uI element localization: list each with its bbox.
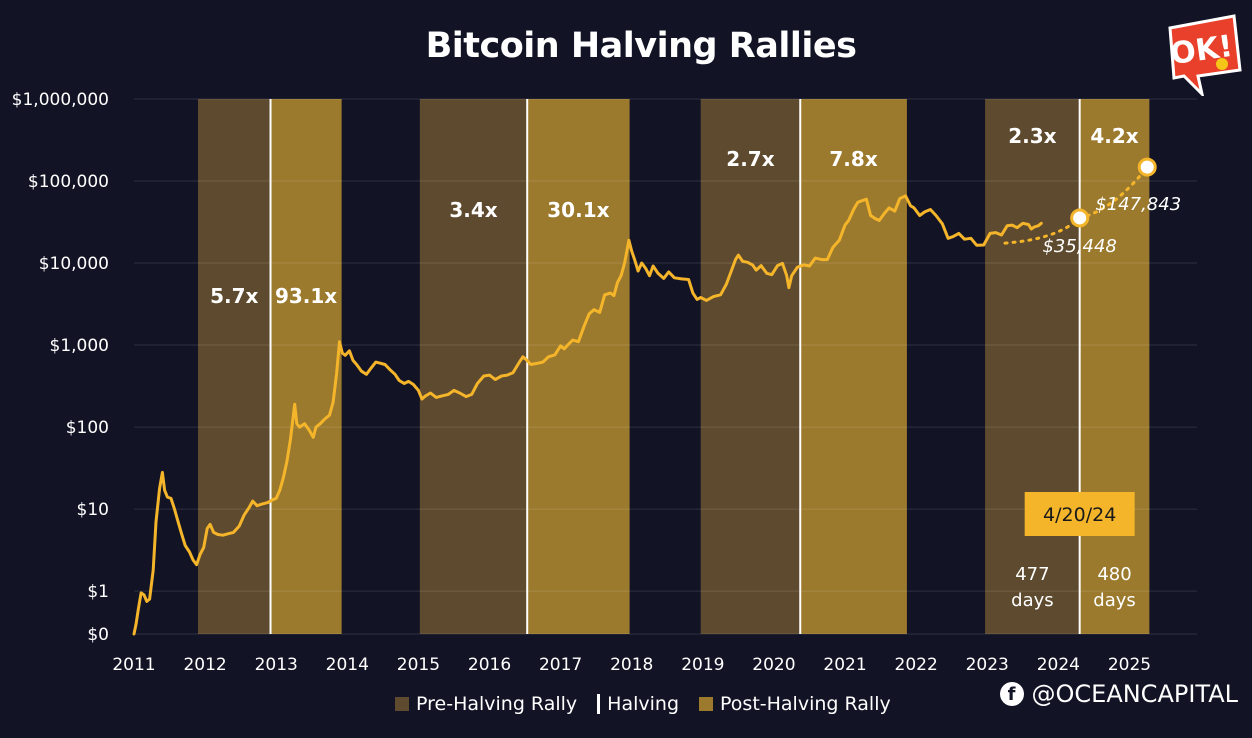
halving-swatch [597, 694, 601, 714]
halving-lines [269, 99, 1081, 634]
y-tick-label: $100 [66, 418, 109, 438]
x-tick-label: 2022 [895, 655, 938, 675]
region-pre-halving-2 [419, 99, 528, 634]
pre-halving-swatch [395, 697, 409, 711]
shaded-regions [197, 99, 1150, 634]
region-post-halving-1 [270, 99, 342, 634]
x-tick-label: 2019 [681, 655, 724, 675]
region-pre-halving-4 [700, 99, 801, 634]
multiplier-5: 7.8x [829, 147, 877, 171]
y-tick-label: $100,000 [28, 172, 109, 192]
x-tick-label: 2021 [823, 655, 866, 675]
facebook-icon: f [999, 682, 1024, 706]
y-tick-label: $10,000 [39, 254, 109, 274]
current-price-label: $35,448 [1042, 236, 1116, 257]
region-pre-halving-6 [985, 99, 1080, 634]
region-post-halving-5 [800, 99, 907, 634]
region-post-halving-7 [1079, 99, 1150, 634]
x-tick-label: 2025 [1108, 655, 1151, 675]
multiplier-2: 3.4x [449, 198, 497, 222]
annotations: 4/20/24 477 days 480 days $35,448 $147,8… [1011, 194, 1181, 611]
x-tick-label: 2024 [1037, 655, 1080, 675]
x-tick-label: 2023 [966, 655, 1009, 675]
legend-post-halving: Post-Halving Rally [699, 693, 891, 715]
legend: Pre-Halving Rally Halving Post-Halving R… [395, 690, 891, 718]
price-line [132, 194, 1043, 636]
multiplier-6: 2.3x [1008, 124, 1056, 148]
x-tick-label: 2015 [397, 655, 440, 675]
multiplier-1: 93.1x [275, 284, 337, 308]
post-days-unit: days [1093, 590, 1136, 611]
halving-date-badge [1024, 492, 1135, 536]
legend-halving: Halving [597, 693, 679, 715]
x-tick-label: 2014 [326, 655, 369, 675]
multiplier-labels: 5.7x 93.1x 3.4x 30.1x 2.7x 7.8x 2.3x 4.2x [210, 124, 1139, 308]
target-price-label: $147,843 [1095, 194, 1181, 215]
x-axis: 2011 2012 2013 2014 2015 2016 2017 2018 2019 2020… [112, 655, 1151, 675]
current-price-marker [1070, 208, 1090, 228]
halving-date-text: 4/20/24 [1043, 504, 1116, 526]
region-pre-halving-0 [197, 99, 271, 634]
y-tick-label: $10 [77, 500, 109, 520]
legend-post-label: Post-Halving Rally [720, 693, 891, 715]
target-price-marker [1137, 157, 1157, 177]
x-tick-label: 2018 [610, 655, 653, 675]
legend-halving-label: Halving [607, 693, 680, 715]
social-handle[interactable]: f @OCEANCAPITAL [999, 680, 1239, 708]
x-tick-label: 2016 [468, 655, 511, 675]
handle-text: @OCEANCAPITAL [1031, 680, 1239, 708]
pre-days-unit: days [1011, 590, 1054, 611]
region-post-halving-3 [527, 99, 630, 634]
multiplier-0: 5.7x [210, 284, 258, 308]
x-tick-label: 2017 [539, 655, 582, 675]
x-tick-label: 2020 [752, 655, 795, 675]
y-axis: $0 $1 $10 $100 $1,000 $10,000 $100,000 $1,000,0… [12, 90, 1197, 645]
chart-title: Bitcoin Halving Rallies [425, 26, 857, 66]
y-tick-label: $0 [87, 625, 109, 645]
y-tick-label: $1,000 [50, 336, 109, 356]
x-tick-label: 2012 [183, 655, 226, 675]
series-layer [132, 157, 1157, 636]
ok-logo: OK! [1164, 14, 1242, 99]
post-days-value: 480 [1097, 564, 1131, 585]
legend-pre-halving: Pre-Halving Rally [395, 693, 577, 715]
legend-pre-label: Pre-Halving Rally [416, 693, 578, 715]
post-halving-swatch [699, 697, 714, 711]
pre-days-value: 477 [1015, 564, 1049, 585]
multiplier-4: 2.7x [726, 147, 774, 171]
multiplier-3: 30.1x [547, 198, 609, 222]
x-tick-label: 2013 [255, 655, 298, 675]
y-tick-label: $1 [87, 582, 109, 602]
ok-speech-bubble-icon: OK! [1168, 14, 1242, 99]
x-tick-label: 2011 [112, 655, 155, 675]
y-tick-label: $1,000,000 [12, 90, 109, 110]
multiplier-7: 4.2x [1090, 124, 1138, 148]
